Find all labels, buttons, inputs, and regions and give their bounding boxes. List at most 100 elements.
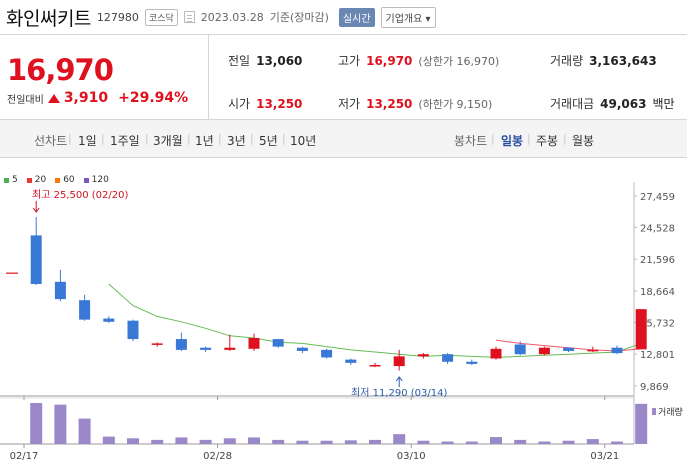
- volume-bar: [538, 441, 551, 444]
- candle: [538, 347, 550, 355]
- legend-label: 20: [34, 175, 47, 185]
- tab-separator: |: [101, 132, 105, 145]
- min-arrow-head: [395, 376, 403, 382]
- candle: [248, 337, 260, 349]
- volume-bar: [586, 439, 599, 444]
- candle: [175, 339, 187, 350]
- y-tick-label: 15,732: [640, 319, 675, 330]
- legend-item-ma60: 60: [55, 175, 75, 185]
- candle: [54, 281, 66, 300]
- stat-label: 시가: [228, 97, 251, 111]
- stat-label: 저가: [338, 97, 361, 111]
- stock-name: 화인써키트: [6, 7, 91, 30]
- candle: [321, 349, 333, 358]
- stat-unit: 백만: [652, 97, 675, 111]
- candle: [127, 320, 139, 340]
- tab-period-1w[interactable]: 1주일: [110, 134, 140, 148]
- tab-weekly[interactable]: 주봉: [536, 134, 559, 148]
- y-tick-label: 24,528: [640, 224, 675, 235]
- candle: [272, 339, 284, 347]
- volume-bar: [127, 438, 139, 444]
- tab-separator: |: [250, 132, 254, 145]
- candle: [587, 349, 599, 352]
- stat-prev: 전일 13,060: [228, 52, 302, 69]
- base-date-suffix: 기준(장마감): [269, 11, 329, 24]
- tab-period-3y[interactable]: 3년: [227, 134, 246, 148]
- y-tick-label: 21,596: [640, 255, 675, 266]
- chart-tabs: 선차트 | 1일 | 1주일 | 3개월 | 1년 | 3년 | 5년 | 10…: [0, 120, 687, 158]
- candle: [417, 354, 429, 357]
- legend-item-ma20: 20: [26, 175, 47, 185]
- stat-value: 13,250: [366, 97, 413, 111]
- volume-bar: [611, 441, 623, 444]
- volume-bar: [30, 403, 43, 444]
- volume-bar: [514, 439, 527, 444]
- company-overview-label: 기업개요: [385, 13, 423, 25]
- legend-item-ma120: 120: [83, 175, 109, 185]
- volume-bar: [490, 437, 502, 444]
- candle: [393, 356, 405, 367]
- legend-label: 5: [12, 175, 18, 185]
- tab-separator: |: [145, 132, 149, 145]
- market-badge: 코스닥: [144, 8, 178, 26]
- volume-bar: [441, 441, 454, 444]
- candle: [466, 361, 478, 364]
- stat-value: 16,970: [366, 54, 413, 68]
- tab-daily[interactable]: 일봉: [501, 134, 524, 148]
- candle: [79, 300, 91, 320]
- tab-period-1y[interactable]: 1년: [195, 134, 214, 148]
- change-percent: +29.94%: [118, 90, 189, 106]
- candle: [514, 344, 526, 355]
- x-tick-label: 03/10: [397, 451, 426, 462]
- tab-period-1d[interactable]: 1일: [78, 134, 97, 148]
- stat-sub: (상한가 16,970): [418, 55, 500, 68]
- legend-swatch: [4, 177, 9, 183]
- base-date: 2023.03.28: [200, 10, 264, 24]
- tab-line-chart[interactable]: 선차트: [34, 134, 68, 148]
- company-overview-dropdown[interactable]: 기업개요 ▾: [380, 6, 436, 28]
- change-label: 전일대비: [7, 94, 44, 106]
- candle: [103, 318, 115, 322]
- volume-bar: [344, 440, 357, 444]
- stat-label: 거래대금: [550, 97, 595, 111]
- candle: [635, 309, 647, 350]
- volume-bar: [102, 436, 115, 444]
- candle: [30, 235, 42, 284]
- y-tick-label: 18,664: [640, 287, 675, 298]
- tab-monthly[interactable]: 월봉: [572, 134, 595, 148]
- stock-code: 127980: [96, 10, 139, 24]
- max-annotation: 최고 25,500 (02/20): [32, 189, 128, 201]
- stock-header: 화인써키트 127980 코스닥 2023.03.28 기준(장마감) 실시간 …: [0, 0, 687, 34]
- volume-bar: [199, 439, 212, 444]
- y-tick-label: 9,869: [640, 382, 669, 393]
- stat-value: 49,063: [600, 97, 647, 111]
- realtime-button[interactable]: 실시간: [338, 7, 375, 27]
- volume-bar: [369, 439, 381, 444]
- volume-bar: [272, 439, 285, 444]
- candle: [369, 364, 381, 367]
- tab-candle-chart[interactable]: 봉차트: [454, 134, 488, 148]
- candle: [151, 343, 163, 345]
- x-tick-label: 02/28: [203, 451, 232, 462]
- stat-value: 3,163,643: [589, 54, 657, 68]
- volume-bar: [78, 418, 91, 444]
- price-panel: 16,970 전일대비 3,910 +29.94% 전일 13,060 고가 1…: [0, 34, 687, 121]
- current-price: 16,970: [7, 53, 114, 87]
- volume-bar: [175, 437, 188, 444]
- caret-down-icon: ▾: [422, 13, 431, 25]
- legend-label: 120: [91, 175, 109, 185]
- price-change: 전일대비 3,910 +29.94%: [7, 90, 188, 106]
- candle: [296, 347, 308, 351]
- tab-separator: |: [563, 132, 567, 145]
- tab-period-3m[interactable]: 3개월: [153, 134, 183, 148]
- candle: [224, 347, 236, 350]
- candle: [563, 347, 575, 351]
- tab-period-5y[interactable]: 5년: [259, 134, 278, 148]
- volume-bar: [151, 439, 164, 444]
- volume-bar: [562, 440, 575, 444]
- volume-bar: [465, 441, 478, 444]
- legend-swatch: [83, 177, 89, 183]
- legend-label: 60: [63, 175, 75, 185]
- stat-label: 고가: [338, 54, 361, 68]
- tab-period-10y[interactable]: 10년: [290, 134, 317, 148]
